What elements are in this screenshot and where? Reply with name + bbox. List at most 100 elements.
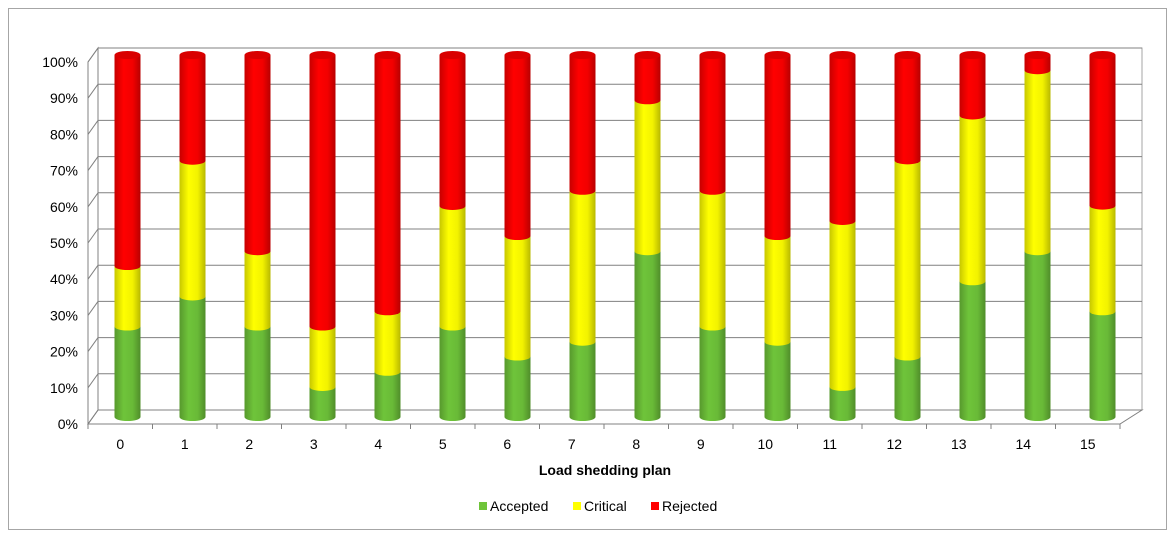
- bar-segment-critical: [894, 160, 921, 361]
- bar-stack: [114, 51, 141, 421]
- y-tick-label: 20%: [50, 344, 78, 360]
- bar-segment-accepted: [374, 371, 401, 421]
- gridline-side: [87, 120, 99, 135]
- bar-segment-critical: [1024, 70, 1051, 256]
- bar-segment-critical: [504, 236, 531, 361]
- bar-segment-accepted: [699, 326, 726, 421]
- bar-stack: [764, 51, 791, 421]
- x-tick-label: 2: [245, 436, 253, 452]
- bar-segment-accepted: [959, 281, 986, 421]
- bar-segment-accepted: [634, 251, 661, 421]
- bar-top-cap: [374, 51, 401, 59]
- x-tick-label: 1: [181, 436, 189, 452]
- legend-item-critical: Critical: [573, 498, 627, 514]
- bar-segment-rejected: [894, 55, 921, 165]
- gridline-side: [87, 83, 99, 99]
- y-tick-label: 50%: [50, 235, 78, 251]
- bar-segment-critical: [1089, 205, 1116, 316]
- bar-top-cap: [764, 51, 791, 59]
- bar-segment-rejected: [699, 55, 726, 195]
- bar-top-cap: [959, 51, 986, 59]
- x-tick-label: 14: [1015, 436, 1031, 452]
- bar-segment-accepted: [894, 356, 921, 421]
- bar-stack: [634, 51, 661, 421]
- bar-stack: [244, 51, 271, 421]
- bar-segment-rejected: [374, 55, 401, 316]
- y-tick-label: 10%: [50, 380, 78, 396]
- bar-stack: [439, 51, 466, 421]
- bar-segment-accepted: [829, 386, 856, 421]
- bar-top-cap: [1089, 51, 1116, 59]
- bar-top-cap: [1024, 51, 1051, 59]
- gridline-side: [87, 337, 99, 352]
- bar-top-cap: [309, 51, 336, 59]
- bar-segment-critical: [764, 236, 791, 346]
- bar-segment-critical: [569, 190, 596, 346]
- legend-item-accepted: Accepted: [479, 498, 548, 514]
- legend-label: Accepted: [490, 498, 548, 514]
- bar-segment-rejected: [1024, 55, 1051, 75]
- gridline-side: [87, 409, 99, 425]
- x-tick-label: 4: [374, 436, 382, 452]
- bar-segment-accepted: [309, 386, 336, 421]
- bar-top-cap: [894, 51, 921, 59]
- bar-segment-rejected: [504, 55, 531, 240]
- bar-segment-critical: [959, 115, 986, 286]
- gridline-side: [87, 228, 99, 244]
- x-tick-label: 5: [439, 436, 447, 452]
- bars: [114, 51, 1116, 421]
- bar-segment-critical: [114, 266, 141, 331]
- bar-stack: [1024, 51, 1051, 421]
- bar-stack: [569, 51, 596, 421]
- bar-segment-critical: [309, 326, 336, 391]
- bar-top-cap: [439, 51, 466, 59]
- bar-segment-accepted: [1024, 251, 1051, 421]
- bar-stack: [309, 51, 336, 421]
- x-axis-title: Load shedding plan: [539, 462, 671, 478]
- bar-segment-accepted: [439, 326, 466, 421]
- y-tick-label: 70%: [50, 163, 78, 179]
- bar-stack: [699, 51, 726, 421]
- bar-segment-critical: [439, 205, 466, 331]
- bar-segment-critical: [829, 220, 856, 391]
- x-tick-label: 0: [116, 436, 124, 452]
- bar-segment-accepted: [764, 341, 791, 421]
- bar-segment-accepted: [504, 356, 531, 421]
- bar-top-cap: [114, 51, 141, 59]
- bar-top-cap: [569, 51, 596, 59]
- legend-swatch: [651, 502, 659, 510]
- bar-segment-rejected: [829, 55, 856, 225]
- bar-stack: [504, 51, 531, 421]
- gridline-side: [87, 373, 99, 389]
- legend-swatch: [573, 502, 581, 510]
- bar-segment-rejected: [244, 55, 271, 256]
- bar-stack: [374, 51, 401, 421]
- y-tick-label: 80%: [50, 126, 78, 142]
- y-tick-label: 100%: [42, 54, 78, 70]
- bar-segment-rejected: [959, 55, 986, 120]
- bar-segment-critical: [699, 190, 726, 331]
- gridline-side: [87, 264, 99, 280]
- y-tick-label: 30%: [50, 307, 78, 323]
- bar-stack: [829, 51, 856, 421]
- legend-item-rejected: Rejected: [651, 498, 717, 514]
- bar-segment-rejected: [179, 55, 206, 165]
- bar-segment-rejected: [1089, 55, 1116, 210]
- x-tick-label: 12: [886, 436, 902, 452]
- x-tick-label: 7: [568, 436, 576, 452]
- y-tick-label: 0%: [58, 416, 78, 432]
- x-tick-label: 8: [632, 436, 640, 452]
- bar-segment-rejected: [309, 55, 336, 331]
- bar-stack: [894, 51, 921, 421]
- y-axis-ticks: 0% 10% 20% 30% 40% 50% 60% 70% 80% 90% 100%: [42, 54, 78, 432]
- bar-segment-accepted: [244, 326, 271, 421]
- bar-segment-rejected: [764, 55, 791, 240]
- bar-segment-rejected: [114, 55, 141, 271]
- bar-segment-accepted: [1089, 311, 1116, 421]
- x-tick-label: 9: [697, 436, 705, 452]
- x-axis-ticks: 0 1 2 3 4 5 6 7 8 9 10 11 12 13 14 15: [87, 424, 1121, 452]
- x-tick-label: 3: [310, 436, 318, 452]
- bar-top-cap: [699, 51, 726, 59]
- bar-segment-rejected: [634, 55, 661, 105]
